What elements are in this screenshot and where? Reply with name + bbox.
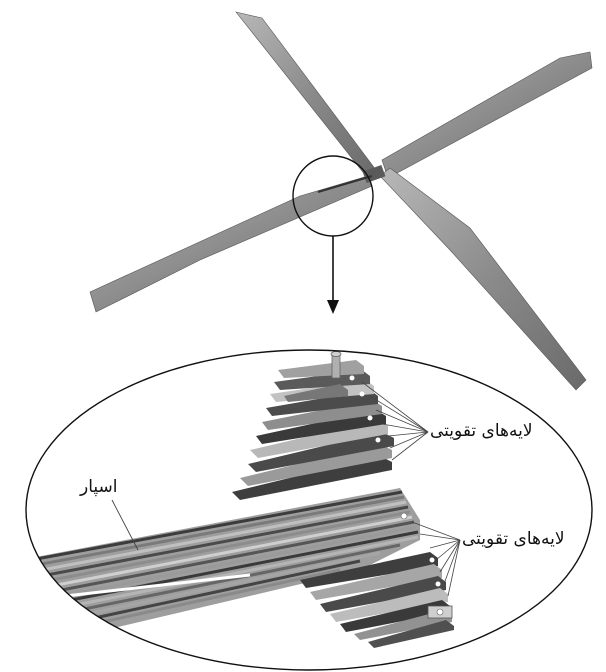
reinforcement-layers-label-upper: لایه‌های تقویتی	[430, 421, 533, 441]
leader-lines-upper	[361, 381, 429, 461]
blade-upper-left	[235, 11, 377, 177]
leader-line-spar	[111, 499, 139, 551]
reinforcement-layers-label-lower: لایه‌های تقویتی	[462, 529, 565, 549]
leader-lines-lower	[411, 521, 461, 597]
rotor-hub	[362, 164, 386, 184]
zoom-ellipse	[25, 349, 593, 671]
zoom-arrow-head	[327, 300, 339, 314]
upper-reinforcement-layers	[232, 351, 394, 500]
bolt	[331, 353, 341, 379]
hub-bar	[317, 175, 373, 193]
zoom-view	[25, 349, 593, 671]
rotor	[89, 11, 593, 391]
blade-upper-right	[381, 51, 593, 179]
spar-label: اسپار	[80, 477, 118, 497]
blade-lower-left	[89, 175, 373, 313]
lower-reinforcement-layers	[300, 512, 454, 648]
blade-lower-right	[379, 167, 587, 391]
